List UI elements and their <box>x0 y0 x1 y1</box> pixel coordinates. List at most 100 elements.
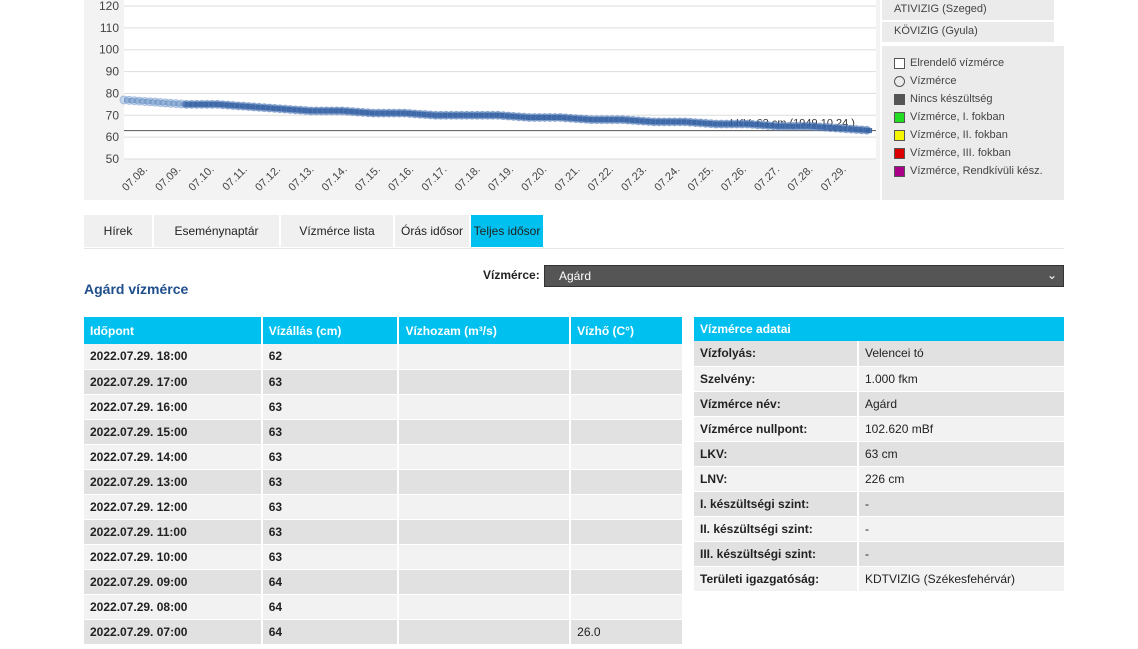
table-row: 2022.07.29. 16:00 63 <box>84 394 684 420</box>
info-value: Velencei tó <box>858 341 1064 367</box>
info-row: III. készültségi szint: - <box>694 541 1064 567</box>
legend-item-elrendelo: Elrendelő vízmérce <box>894 54 1064 72</box>
square-outline-icon <box>894 57 905 69</box>
green-square-icon <box>894 111 905 123</box>
cell-temp <box>570 444 684 470</box>
cell-time: 2022.07.29. 09:00 <box>84 569 263 595</box>
info-header-row: Vízmérce adatai <box>694 317 1064 341</box>
measurement-table: Időpont Vízállás (cm) Vízhozam (m³/s) Ví… <box>84 317 684 645</box>
table-row: 2022.07.29. 08:00 64 <box>84 594 684 620</box>
cell-level: 63 <box>261 494 400 520</box>
info-row: Vízmérce nullpont: 102.620 mBf <box>694 416 1064 442</box>
info-key: III. készültségi szint: <box>694 541 859 567</box>
y-tick-label: 90 <box>106 65 120 79</box>
x-tick-label: 07.19. <box>486 164 516 194</box>
col-header-time: Időpont <box>84 317 263 344</box>
cell-temp <box>570 394 684 420</box>
tab-oras-idosor[interactable]: Órás idősor <box>395 215 471 247</box>
col-header-level: Vízállás (cm) <box>261 317 400 344</box>
region-label: ATIVIZIG (Szeged) <box>894 3 987 15</box>
region-item-kovizig[interactable]: KÖVIZIG (Gyula) <box>882 22 1054 44</box>
cell-level: 64 <box>261 569 400 595</box>
table-row: 2022.07.29. 07:00 64 26.0 <box>84 619 684 645</box>
tab-label: Teljes idősor <box>473 224 541 238</box>
info-row: Szelvény: 1.000 fkm <box>694 366 1064 392</box>
cell-temp <box>570 369 684 395</box>
info-row: LNV: 226 cm <box>694 466 1064 492</box>
x-tick-label: 07.11. <box>220 164 250 194</box>
x-tick-label: 07.16. <box>386 164 416 194</box>
cell-level: 63 <box>261 394 400 420</box>
cell-temp <box>570 344 684 370</box>
col-header-temp: Vízhő (C°) <box>570 317 684 344</box>
tab-esemenynaptar[interactable]: Eseménynaptár <box>154 215 281 247</box>
x-tick-label: 07.14. <box>320 164 350 194</box>
info-key: LNV: <box>694 466 859 492</box>
table-header-row: Időpont Vízállás (cm) Vízhozam (m³/s) Ví… <box>84 317 684 344</box>
tab-teljes-idosor[interactable]: Teljes idősor <box>471 215 545 247</box>
info-row: II. készültségi szint: - <box>694 516 1064 542</box>
info-row: I. készültségi szint: - <box>694 491 1064 517</box>
x-tick-label: 07.10. <box>187 164 217 194</box>
cell-temp <box>570 594 684 620</box>
x-tick-label: 07.29. <box>819 164 849 194</box>
x-tick-label: 07.24. <box>652 164 682 194</box>
y-tick-label: 50 <box>106 152 120 166</box>
cell-time: 2022.07.29. 11:00 <box>84 519 263 545</box>
info-key: Területi igazgatóság: <box>694 566 859 592</box>
tab-label: Órás idősor <box>400 224 464 238</box>
cell-discharge <box>398 419 572 445</box>
tab-vizmerce-lista[interactable]: Vízmérce lista <box>281 215 395 247</box>
gauge-select-value: Agárd <box>559 269 592 283</box>
cell-discharge <box>398 394 572 420</box>
cell-level: 64 <box>261 619 400 645</box>
gray-square-icon <box>894 93 905 105</box>
cell-level: 63 <box>261 544 400 570</box>
tab-hirek[interactable]: Hírek <box>84 215 154 247</box>
x-tick-label: 07.21. <box>553 164 583 194</box>
cell-discharge <box>398 444 572 470</box>
cell-time: 2022.07.29. 14:00 <box>84 444 263 470</box>
x-tick-label: 07.22. <box>586 164 616 194</box>
cell-level: 64 <box>261 594 400 620</box>
cell-level: 63 <box>261 444 400 470</box>
x-tick-label: 07.26. <box>719 164 749 194</box>
cell-temp <box>570 519 684 545</box>
table-row: 2022.07.29. 11:00 63 <box>84 519 684 545</box>
y-tick-label: 60 <box>106 130 120 144</box>
region-item-ativizig[interactable]: ATIVIZIG (Szeged) <box>882 0 1054 22</box>
x-tick-label: 07.17. <box>419 164 449 194</box>
info-value: Agárd <box>858 391 1064 417</box>
cell-time: 2022.07.29. 13:00 <box>84 469 263 495</box>
info-value: 102.620 mBf <box>858 416 1064 442</box>
info-value: - <box>858 516 1064 542</box>
cell-temp <box>570 494 684 520</box>
x-tick-label: 07.13. <box>286 164 316 194</box>
chevron-down-icon: ⌄ <box>1046 268 1057 282</box>
legend-label: Vízmérce <box>910 75 957 87</box>
legend-label: Vízmérce, II. fokban <box>910 129 1008 141</box>
cell-temp <box>570 469 684 495</box>
legend-item-ii-fok: Vízmérce, II. fokban <box>894 126 1064 144</box>
table-row: 2022.07.29. 12:00 63 <box>84 494 684 520</box>
table-row: 2022.07.29. 18:00 62 <box>84 344 684 370</box>
cell-level: 63 <box>261 369 400 395</box>
gauge-select[interactable]: Agárd ⌄ <box>544 265 1064 287</box>
legend-label: Elrendelő vízmérce <box>910 57 1005 69</box>
cell-discharge <box>398 344 572 370</box>
info-key: Vízmérce név: <box>694 391 859 417</box>
info-row: Vízfolyás: Velencei tó <box>694 341 1064 367</box>
legend-item-i-fok: Vízmérce, I. fokban <box>894 108 1064 126</box>
y-tick-label: 110 <box>100 21 119 35</box>
info-row: LKV: 63 cm <box>694 441 1064 467</box>
info-header: Vízmérce adatai <box>694 317 1064 341</box>
y-tick-label: 70 <box>106 108 120 122</box>
table-row: 2022.07.29. 09:00 64 <box>84 569 684 595</box>
region-label: KÖVIZIG (Gyula) <box>894 25 978 37</box>
x-tick-label: 07.25. <box>686 164 716 194</box>
info-value: 226 cm <box>858 466 1064 492</box>
plot-area <box>124 0 876 159</box>
cell-discharge <box>398 594 572 620</box>
x-tick-label: 07.27. <box>752 164 782 194</box>
legend-label: Nincs készültség <box>910 93 993 105</box>
